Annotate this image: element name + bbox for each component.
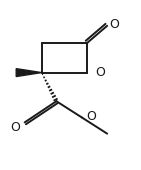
Text: O: O bbox=[10, 121, 20, 134]
Text: O: O bbox=[95, 66, 105, 79]
Text: O: O bbox=[86, 109, 96, 123]
Text: O: O bbox=[109, 18, 119, 31]
Polygon shape bbox=[16, 69, 42, 76]
